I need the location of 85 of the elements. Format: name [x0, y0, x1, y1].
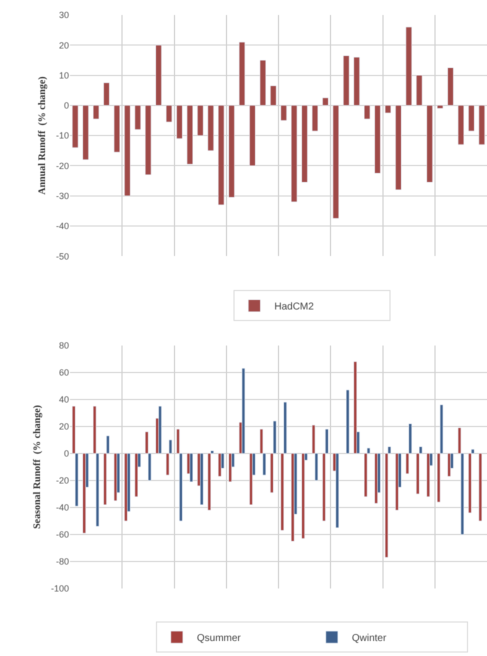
bar: [197, 105, 204, 136]
bar: [322, 98, 329, 106]
bar: [416, 75, 422, 106]
bar: [228, 453, 232, 482]
y-tick-label: -50: [56, 251, 69, 262]
bar: [406, 26, 412, 106]
bar: [166, 105, 172, 122]
y-tick-label: -100: [50, 584, 69, 594]
bar: [114, 105, 120, 152]
bar: [468, 105, 474, 132]
y-tick-label: 30: [58, 10, 69, 20]
bar: [280, 105, 287, 121]
bar: [249, 453, 253, 506]
bar: [291, 453, 294, 542]
bar: [436, 105, 444, 109]
bar: [124, 453, 128, 522]
bar: [395, 453, 399, 510]
bar: [301, 453, 305, 539]
bar: [186, 105, 193, 164]
bar: [208, 105, 214, 151]
bar: [82, 105, 89, 160]
bar: [291, 105, 298, 202]
bar: [103, 82, 110, 106]
bar: [145, 105, 152, 175]
y-tick-label: -40: [56, 221, 69, 232]
bar: [218, 453, 222, 477]
bar: [426, 453, 430, 497]
legend-label: Qsummer: [196, 633, 242, 644]
y-tick-label: 0: [64, 448, 69, 459]
bar: [208, 453, 211, 510]
bar: [395, 105, 402, 190]
bar: [242, 368, 246, 454]
bar: [426, 105, 433, 183]
y-axis-title: Seasonal Runoff (% change): [32, 404, 43, 529]
y-tick-label: 20: [58, 40, 69, 50]
bar: [124, 105, 130, 196]
bar: [478, 453, 482, 522]
y-tick-label: 40: [58, 394, 69, 405]
bar: [238, 42, 246, 106]
bar: [114, 453, 118, 501]
y-tick-label: 20: [58, 422, 69, 432]
legend-label: HadCM2: [274, 302, 314, 313]
bar: [458, 105, 464, 145]
y-tick-label: -30: [56, 190, 69, 201]
bar: [384, 105, 392, 114]
bar: [190, 453, 193, 482]
bar: [218, 105, 224, 206]
bar: [364, 105, 370, 120]
bar: [312, 105, 318, 132]
y-tick-label: -20: [56, 476, 69, 486]
bar: [72, 105, 78, 148]
bar: [260, 60, 266, 106]
bar: [332, 105, 339, 219]
y-axis-title: Annual Runoff (% change): [36, 76, 48, 195]
bar: [468, 453, 472, 514]
bar: [343, 55, 350, 106]
bar: [200, 453, 204, 506]
bar: [346, 390, 350, 454]
y-tick-label: -10: [56, 130, 69, 141]
y-tick-label: 0: [64, 100, 69, 111]
bar: [301, 105, 308, 183]
bar: [447, 67, 454, 106]
bar: [134, 105, 141, 130]
bar: [176, 105, 183, 139]
bar: [336, 453, 339, 528]
bar: [228, 105, 235, 198]
bar: [249, 105, 256, 166]
y-tick-label: 10: [58, 70, 69, 80]
bar: [354, 56, 360, 106]
bar: [478, 105, 485, 145]
y-tick-label: -80: [56, 556, 69, 567]
bar: [354, 361, 357, 454]
bar: [92, 105, 100, 120]
y-tick-label: 80: [58, 340, 69, 351]
bar: [270, 86, 276, 106]
bar: [134, 453, 138, 497]
y-tick-label: -40: [56, 502, 69, 513]
bar: [82, 453, 86, 534]
y-tick-label: -60: [56, 530, 69, 540]
legend-label: Qwinter: [352, 633, 387, 644]
y-tick-label: 60: [58, 368, 69, 378]
bar: [158, 406, 162, 454]
y-tick-label: -20: [56, 160, 69, 171]
bar: [374, 105, 381, 174]
bar: [156, 44, 162, 106]
